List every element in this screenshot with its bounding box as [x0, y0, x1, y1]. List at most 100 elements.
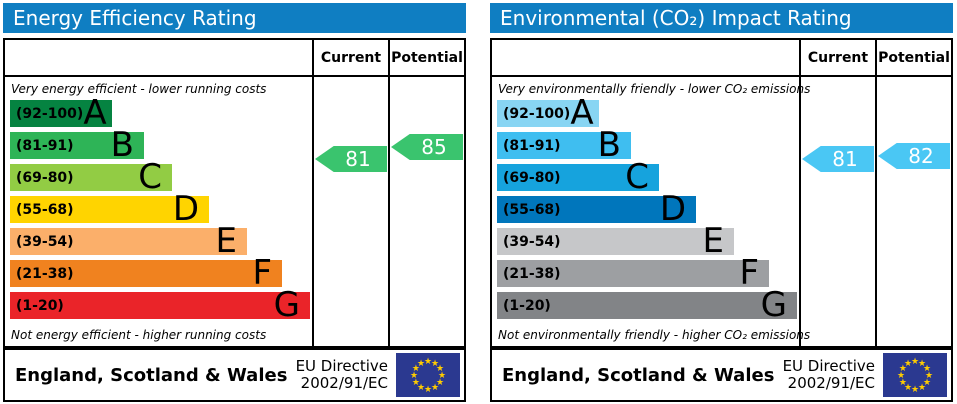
band-row: (1-20) G [5, 285, 312, 325]
svg-text:★: ★ [436, 378, 444, 388]
band-row: (21-38) F [492, 253, 799, 293]
rating-table: Very environmentally friendly - lower CO… [490, 38, 953, 348]
directive-line2: 2002/91/EC [300, 374, 388, 392]
directive-line2: 2002/91/EC [787, 374, 875, 392]
band-letter: D [172, 189, 199, 229]
current-arrow: 81 [315, 146, 387, 172]
band-letter: A [570, 93, 594, 133]
current-column: Current 81 [799, 40, 875, 346]
band-letter: E [702, 221, 724, 261]
band-bar-b: (81-91) B [497, 128, 631, 162]
svg-text:★: ★ [904, 383, 912, 393]
current-column-body: 81 [801, 77, 875, 346]
directive-line1: EU Directive [295, 357, 388, 375]
potential-arrow: 85 [391, 134, 463, 160]
band-range-label: (21-38) [16, 265, 74, 282]
svg-text:★: ★ [911, 357, 919, 367]
potential-column-header: Potential [390, 40, 464, 77]
svg-text:★: ★ [436, 364, 444, 374]
footer-region: England, Scotland & Wales [502, 364, 775, 386]
potential-column-body: 82 [877, 77, 951, 346]
band-range-label: (55-68) [503, 201, 561, 218]
band-bar-f: (21-38) F [10, 256, 282, 290]
svg-text:★: ★ [899, 378, 907, 388]
svg-text:★: ★ [431, 359, 439, 369]
current-column-body: 81 [314, 77, 388, 346]
band-range-label: (81-91) [16, 137, 74, 154]
bands-column-header-empty [5, 40, 312, 77]
panel-title: Energy Efficiency Rating [3, 3, 466, 33]
current-column-header: Current [314, 40, 388, 77]
bands: (92-100) A (81-91) B (69-80) C (55-68) D (39-54)… [5, 93, 312, 325]
band-range-label: (92-100) [16, 105, 84, 122]
band-bar-g: (1-20) G [10, 285, 310, 325]
svg-text:★: ★ [897, 371, 905, 381]
band-bar-e: (39-54) E [497, 221, 734, 261]
potential-value: 85 [421, 135, 447, 159]
band-range-label: (69-80) [16, 169, 74, 186]
potential-arrow: 82 [878, 143, 950, 169]
svg-text:★: ★ [412, 378, 420, 388]
top-note: Very environmentally friendly - lower CO… [498, 82, 811, 96]
band-bar-f: (21-38) F [497, 253, 769, 293]
band-bar-d: (55-68) D [497, 192, 696, 226]
current-value: 81 [345, 147, 371, 171]
current-column: Current 81 [312, 40, 388, 346]
band-range-label: (39-54) [16, 233, 74, 250]
svg-text:★: ★ [438, 371, 446, 381]
potential-column: Potential 85 [388, 40, 464, 346]
band-row: (92-100) A [492, 93, 799, 133]
potential-column: Potential 82 [875, 40, 951, 346]
top-note: Very energy efficient - lower running co… [11, 82, 267, 96]
band-bar-g: (1-20) G [497, 285, 797, 325]
svg-text:★: ★ [431, 383, 439, 393]
band-row: (21-38) F [5, 256, 312, 292]
bands-column-header-empty [492, 40, 799, 77]
potential-column-body: 85 [390, 77, 464, 346]
band-range-label: (81-91) [503, 137, 561, 154]
band-row: (69-80) C [492, 160, 799, 196]
svg-text:★: ★ [412, 364, 420, 374]
current-value: 81 [832, 147, 858, 171]
directive-line1: EU Directive [782, 357, 875, 375]
band-bar-b: (81-91) B [10, 125, 144, 165]
band-row: (39-54) E [492, 221, 799, 261]
band-row: (81-91) B [492, 128, 799, 164]
band-bar-e: (39-54) E [10, 224, 247, 258]
svg-text:★: ★ [417, 359, 425, 369]
svg-text:★: ★ [923, 364, 931, 374]
band-letter: F [739, 253, 759, 293]
svg-text:★: ★ [923, 378, 931, 388]
band-bar-a: (92-100) A [497, 93, 599, 133]
svg-text:★: ★ [925, 371, 933, 381]
svg-text:★: ★ [899, 364, 907, 374]
band-range-label: (39-54) [503, 233, 561, 250]
band-range-label: (21-38) [503, 265, 561, 282]
panel-title: Environmental (CO₂) Impact Rating [490, 3, 953, 33]
band-letter: C [138, 157, 162, 197]
band-range-label: (69-80) [503, 169, 561, 186]
rating-table: Very energy efficient - lower running co… [3, 38, 466, 348]
band-row: (55-68) D [492, 192, 799, 228]
footer-region: England, Scotland & Wales [15, 364, 288, 386]
band-letter: B [110, 125, 134, 165]
band-letter: G [760, 285, 787, 325]
band-letter: G [273, 285, 300, 325]
bands: (92-100) A (81-91) B (69-80) C (55-68) D (39-54)… [492, 93, 799, 325]
band-row: (92-100) A [5, 93, 312, 133]
band-row: (39-54) E [5, 224, 312, 260]
band-range-label: (1-20) [16, 297, 64, 314]
band-letter: A [83, 93, 107, 133]
potential-value: 82 [908, 144, 934, 168]
svg-text:★: ★ [918, 359, 926, 369]
svg-text:★: ★ [410, 371, 418, 381]
band-bar-c: (69-80) C [10, 157, 172, 197]
environmental-impact-panel: Environmental (CO₂) Impact Rating Very e… [490, 3, 953, 402]
band-row: (1-20) G [492, 285, 799, 325]
band-row: (55-68) D [5, 189, 312, 229]
bands-column: Very environmentally friendly - lower CO… [492, 40, 811, 346]
band-range-label: (55-68) [16, 201, 74, 218]
current-column-header: Current [801, 40, 875, 77]
band-row: (81-91) B [5, 125, 312, 165]
band-range-label: (1-20) [503, 297, 551, 314]
